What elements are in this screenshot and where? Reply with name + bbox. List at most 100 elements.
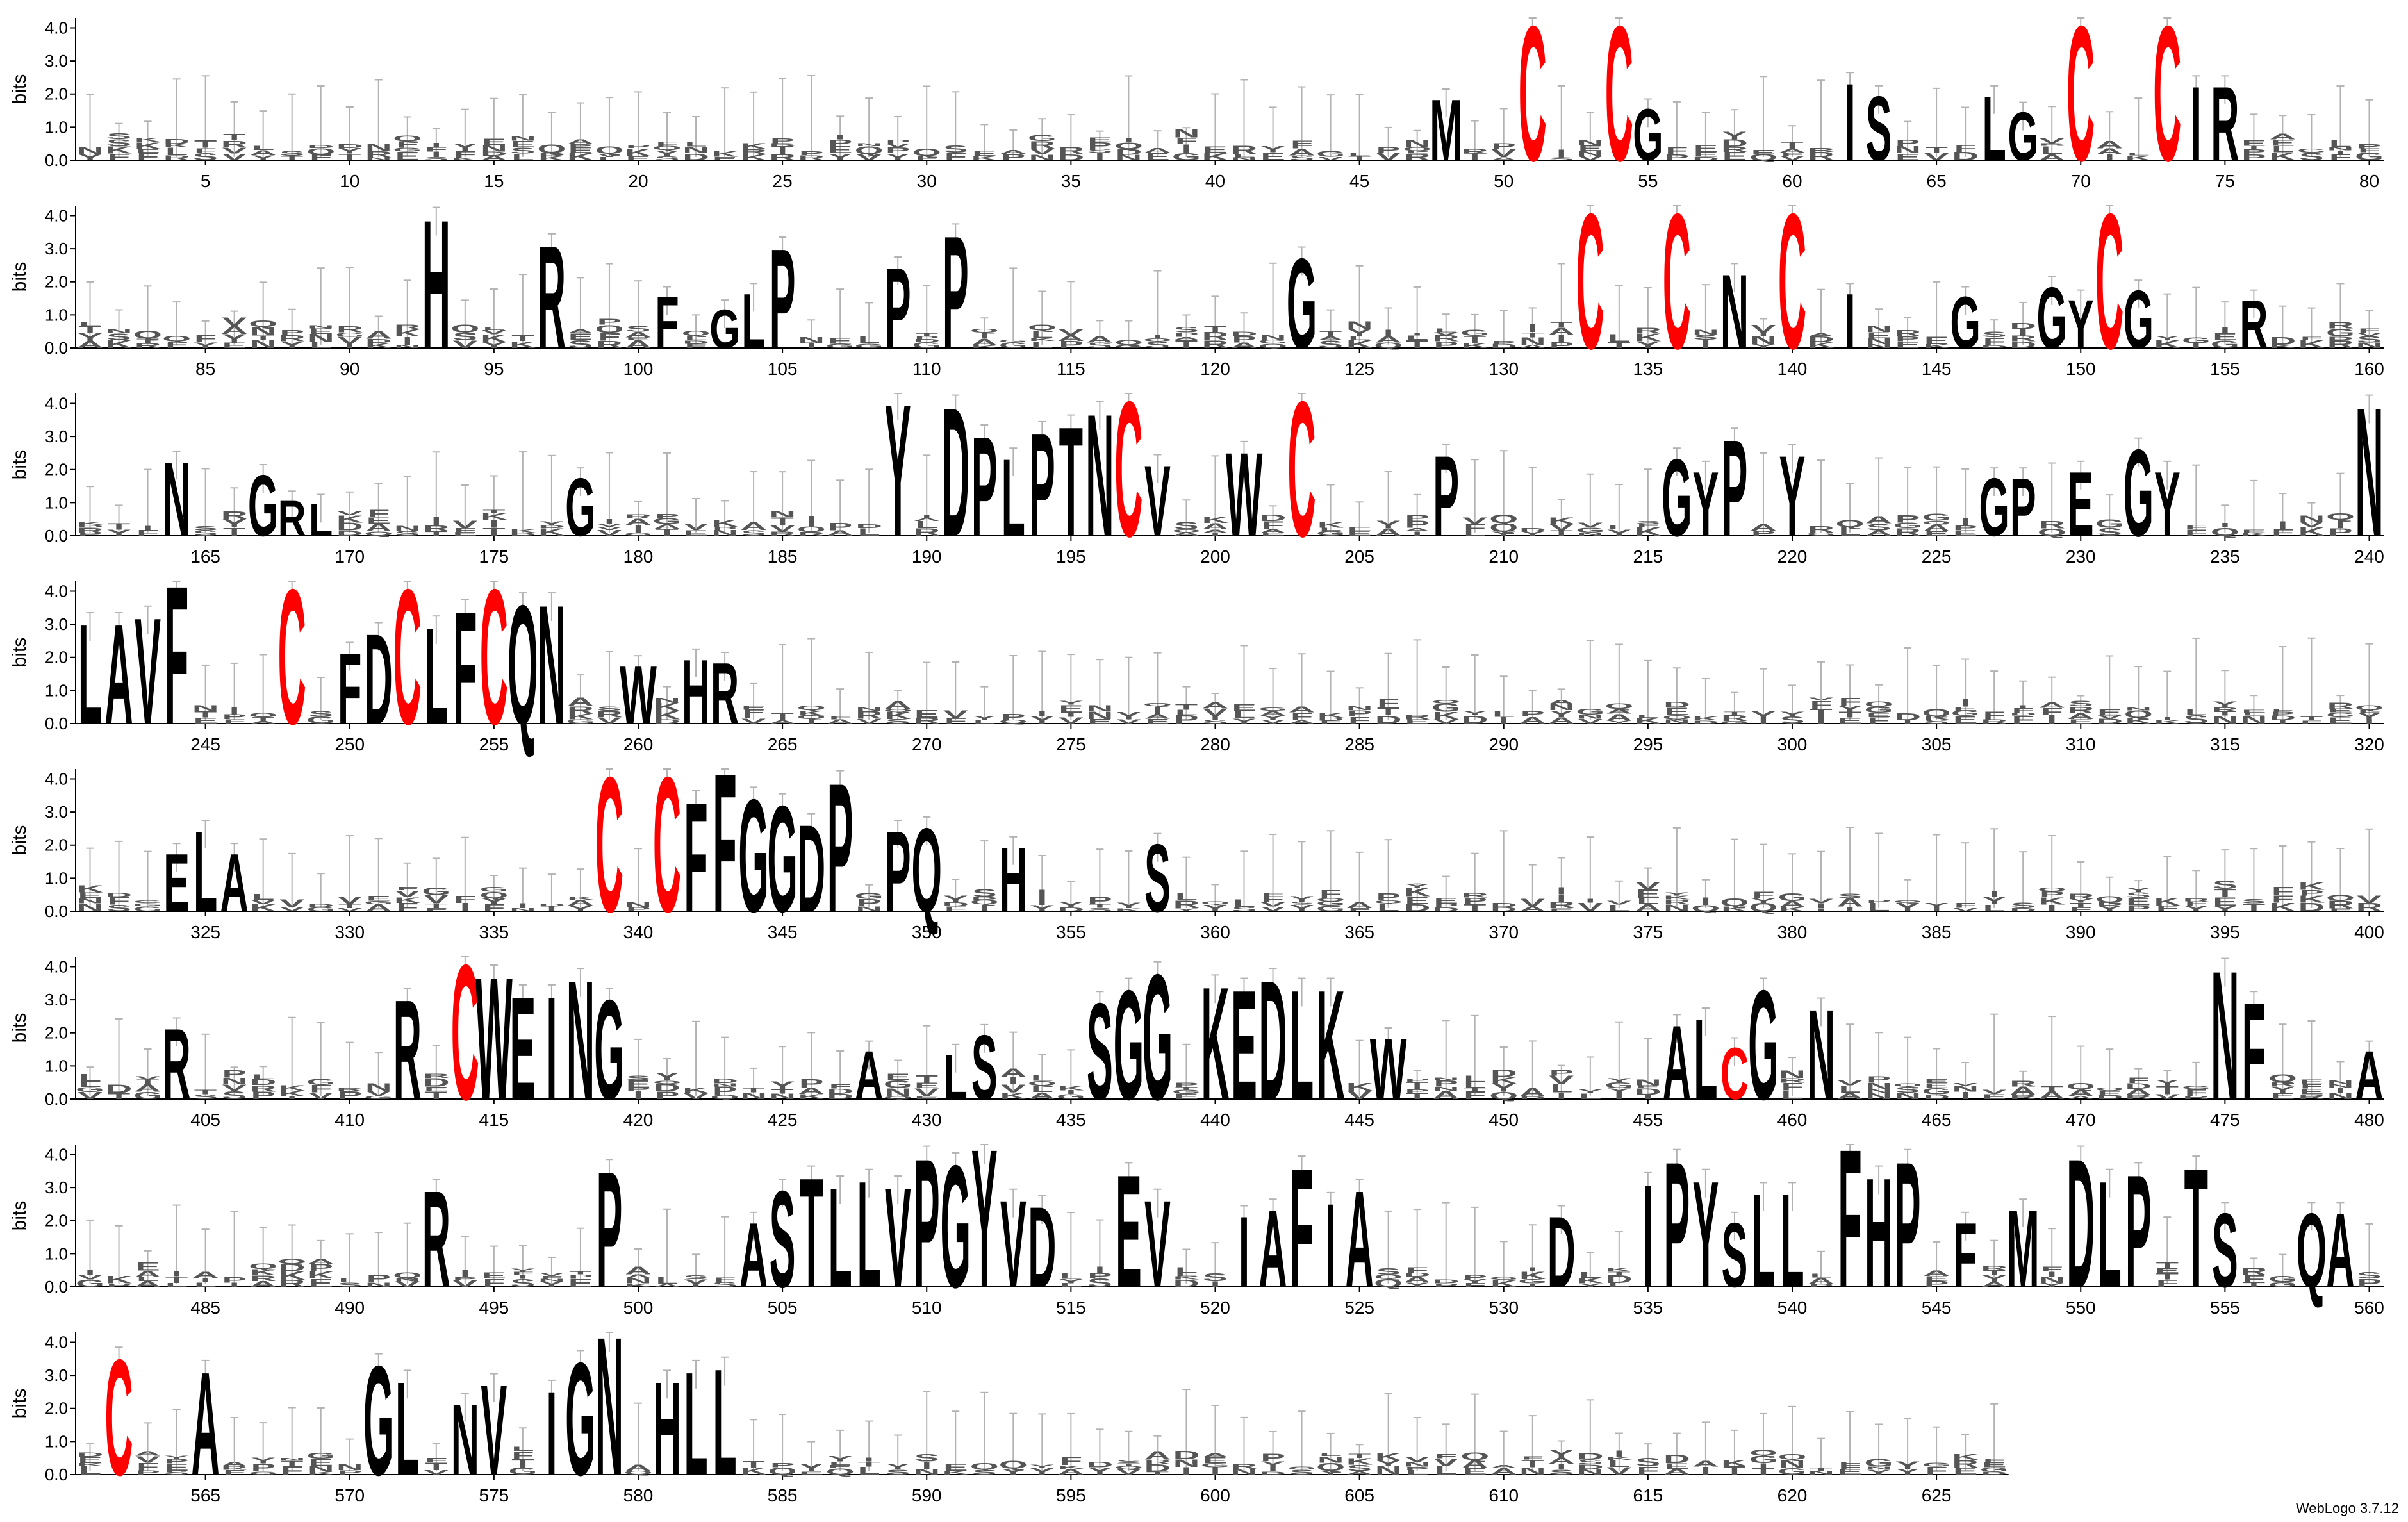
logo-letter-filler: A xyxy=(1519,345,1546,349)
logo-letter-filler: S xyxy=(1636,1456,1661,1469)
logo-letter-filler: A xyxy=(1317,336,1344,342)
logo-letter-filler: K xyxy=(1202,151,1229,163)
logo-letter-I: I xyxy=(546,966,557,1130)
logo-letter-filler: Y xyxy=(222,517,247,530)
logo-letter-filler: S xyxy=(1203,719,1228,725)
logo-letter-filler: P xyxy=(1059,339,1084,350)
logo-letter-filler: F xyxy=(425,907,447,913)
logo-letter-filler: S xyxy=(453,330,478,343)
logo-letter-filler: K xyxy=(654,709,680,722)
logo-letter-filler: R xyxy=(798,154,825,162)
logo-letter-filler: V xyxy=(395,889,420,900)
x-tick-label: 390 xyxy=(2066,922,2096,942)
logo-letter-filler: E xyxy=(482,1270,507,1280)
logo-letter-filler: I xyxy=(431,151,441,159)
logo-letter-filler: P xyxy=(337,1469,362,1476)
x-tick-label: 495 xyxy=(479,1298,509,1318)
logo-letter-filler: N xyxy=(1865,1091,1892,1100)
logo-letter-filler: L xyxy=(1060,1282,1082,1288)
logo-letter-Y: Y xyxy=(2154,453,2181,556)
logo-letter-filler: P xyxy=(655,1089,680,1102)
x-tick-label: 215 xyxy=(1633,547,1663,567)
logo-letter-filler: F xyxy=(829,1084,851,1090)
logo-letter-filler: Y xyxy=(106,528,131,538)
logo-letter-filler: G xyxy=(999,341,1028,349)
logo-letter-filler: G xyxy=(1258,339,1287,345)
logo-letter-filler: Q xyxy=(1431,699,1460,705)
logo-letter-G: G xyxy=(565,462,596,554)
logo-letter-filler: L xyxy=(252,1072,274,1080)
logo-letter-filler: A xyxy=(625,338,652,351)
x-tick-label: 255 xyxy=(479,734,509,754)
x-tick-label: 540 xyxy=(1777,1298,1808,1318)
logo-letter-filler: E xyxy=(568,331,593,342)
logo-letter-filler: K xyxy=(1721,905,1748,913)
logo-letter-filler: K xyxy=(452,157,479,161)
logo-letter-L: L xyxy=(684,1341,707,1506)
logo-letter-filler: Y xyxy=(1116,902,1141,910)
logo-letter-filler: F xyxy=(1810,699,1832,711)
x-tick-label: 570 xyxy=(334,1485,365,1505)
logo-letter-filler: A xyxy=(1260,528,1287,534)
x-tick-label: 565 xyxy=(190,1485,220,1505)
logo-letter-filler: V xyxy=(222,315,247,328)
logo-letter-filler: K xyxy=(740,1466,767,1477)
logo-letter-filler: S xyxy=(193,529,218,537)
logo-letter-filler: V xyxy=(222,1083,247,1093)
logo-letter-filler: A xyxy=(2067,712,2094,721)
x-tick-label: 400 xyxy=(2354,922,2384,942)
logo-letter-filler: N xyxy=(654,696,680,704)
x-tick-label: 265 xyxy=(768,734,798,754)
logo-letter-F: F xyxy=(655,283,679,364)
x-tick-label: 300 xyxy=(1777,734,1808,754)
x-tick-label: 150 xyxy=(2066,359,2096,379)
logo-letter-filler: Q xyxy=(1258,342,1287,349)
logo-letter-filler: F xyxy=(396,886,418,891)
logo-letter-filler: D xyxy=(308,145,334,149)
x-tick-label: 55 xyxy=(1638,171,1658,191)
logo-letter-filler: I xyxy=(1528,1266,1538,1273)
x-tick-label: 365 xyxy=(1344,922,1374,942)
logo-letter-C: C xyxy=(653,737,681,953)
logo-letter-filler: R xyxy=(769,153,796,162)
logo-letter-filler: L xyxy=(973,719,996,724)
logo-letter-filler: E xyxy=(914,1096,939,1100)
logo-letter-filler: F xyxy=(281,1464,303,1477)
logo-letter-filler: K xyxy=(308,1270,334,1281)
logo-letter-filler: A xyxy=(192,1270,219,1280)
logo-letter-filler: T xyxy=(1464,153,1486,157)
logo-letter-filler: E xyxy=(799,1471,824,1476)
logo-letter-filler: T xyxy=(252,334,274,342)
logo-letter-filler: S xyxy=(1087,1277,1112,1290)
logo-letter-filler: S xyxy=(1895,1085,1920,1095)
x-tick-label: 410 xyxy=(334,1110,365,1130)
logo-letter-filler: I xyxy=(1528,322,1538,335)
logo-letter-E: E xyxy=(1231,957,1257,1132)
logo-letter-filler: T xyxy=(1406,338,1428,351)
logo-letter-filler: K xyxy=(2154,338,2181,351)
y-tick-label: 0.0 xyxy=(45,902,68,921)
logo-letter-filler: A xyxy=(250,1279,277,1288)
logo-letter-N: N xyxy=(566,945,595,1135)
x-tick-label: 235 xyxy=(2210,547,2240,567)
logo-letter-filler: Y xyxy=(1607,720,1632,724)
logo-letter-filler: N xyxy=(336,1462,363,1472)
logo-letter-filler: F xyxy=(2012,713,2034,726)
logo-letter-filler: L xyxy=(1175,891,1198,903)
x-tick-label: 485 xyxy=(190,1298,220,1318)
logo-letter-filler: T xyxy=(2156,1084,2179,1096)
logo-letter-filler: K xyxy=(1346,1080,1373,1093)
logo-letter-filler: Q xyxy=(652,1080,681,1085)
logo-letter-filler: L xyxy=(79,321,101,327)
logo-letter-filler: N xyxy=(394,344,421,349)
logo-letter-filler: Y xyxy=(222,332,247,345)
logo-letter-filler: T xyxy=(1089,903,1111,909)
logo-letter-filler: E xyxy=(1953,1466,1978,1477)
logo-letter-filler: Y xyxy=(2184,904,2209,913)
logo-letter-filler: P xyxy=(1462,896,1487,906)
logo-letter-filler: Y xyxy=(1030,1464,1055,1469)
logo-letter-Y: Y xyxy=(1693,453,1719,556)
logo-letter-filler: V xyxy=(770,524,795,533)
logo-letter-filler: E xyxy=(1751,149,1776,156)
